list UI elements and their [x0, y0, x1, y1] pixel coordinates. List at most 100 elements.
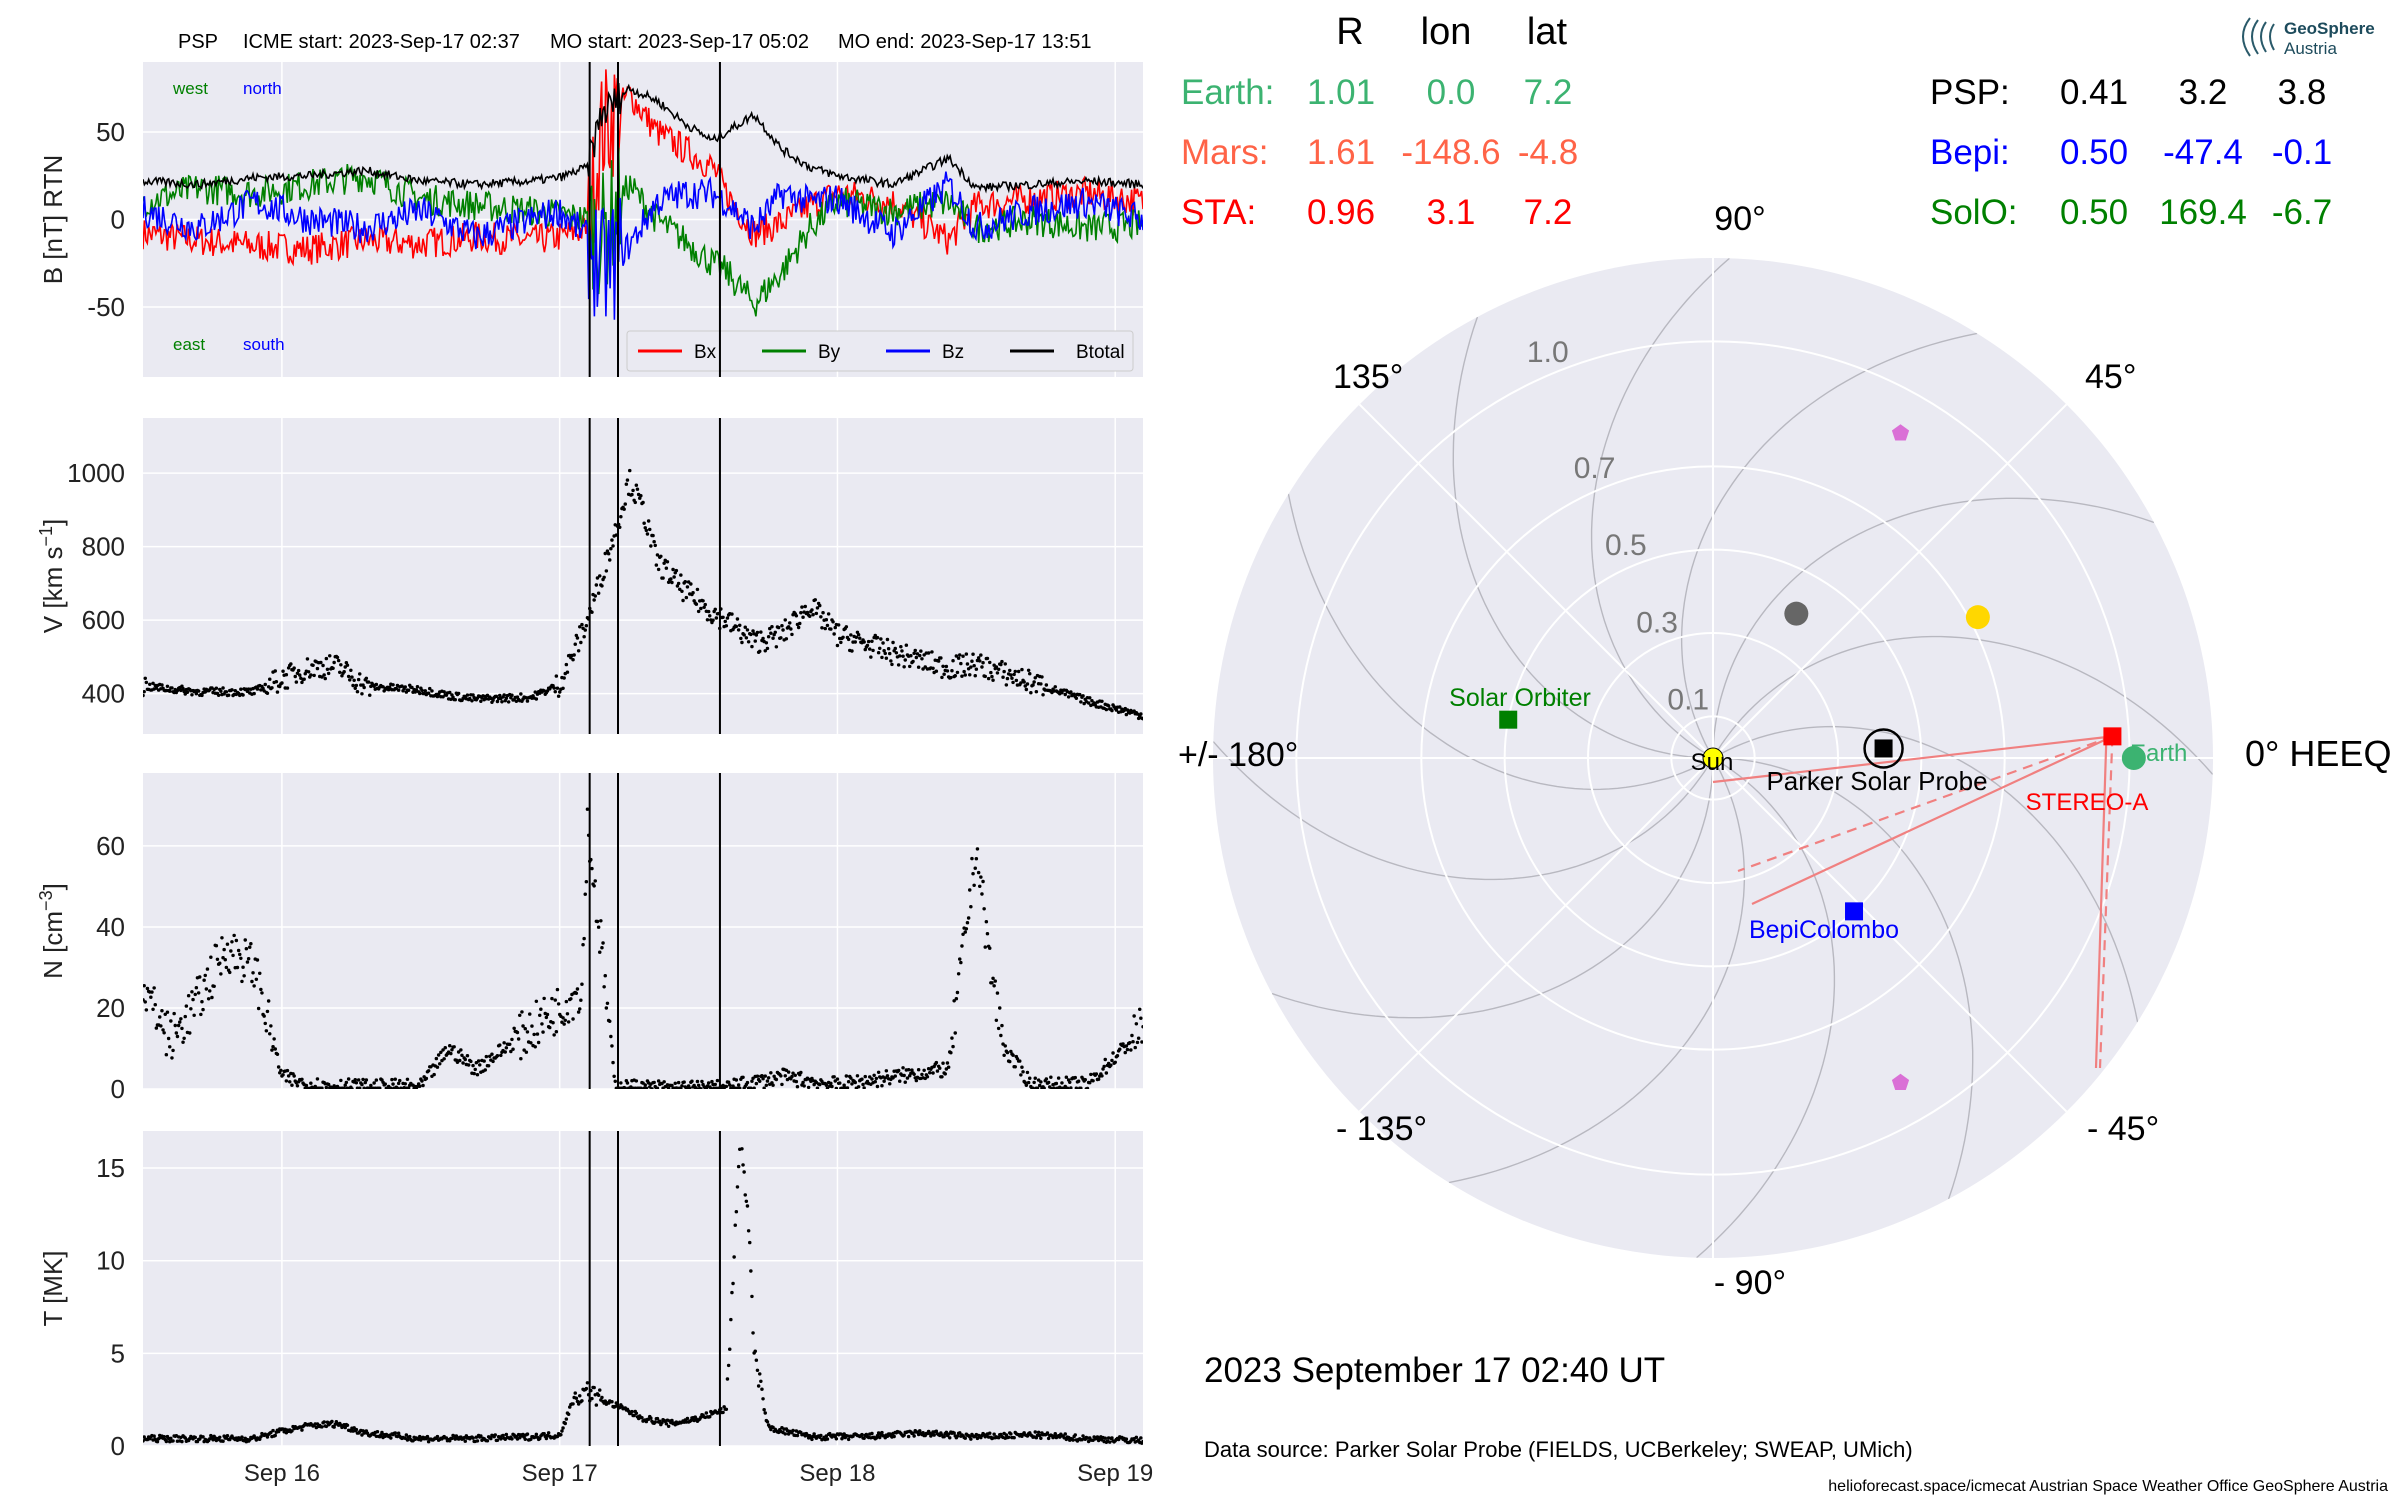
panel-speed: 1000 800 600 400 V [km s−1] — [36, 418, 1143, 734]
sta-fov-line — [1712, 735, 2113, 784]
row-lon: 169.4 — [2159, 193, 2247, 232]
series-line-bz — [143, 171, 1143, 320]
row-lat: 3.8 — [2278, 73, 2327, 112]
label-bepicolombo: BepiColombo — [1749, 916, 1899, 944]
header-mo-start: MO start: 2023-Sep-17 05:02 — [550, 31, 809, 53]
angular-gridline — [1712, 403, 2068, 759]
y-axis-label: V [km s−1] — [36, 519, 68, 633]
logo-mark-icon — [2242, 17, 2275, 57]
angle-label-am45: - 45° — [2087, 1110, 2159, 1148]
angle-label-am90: - 90° — [1714, 1264, 1786, 1302]
panel-background — [143, 773, 1143, 1089]
series-points-density — [143, 807, 1143, 1089]
y-tick-label: 20 — [96, 993, 125, 1023]
radial-tick-label: 0.1 — [1667, 684, 1709, 717]
series-line-bx — [143, 69, 1143, 267]
footer-datetime: 2023 September 17 02:40 UT — [1204, 1351, 1665, 1390]
label-sun: Sun — [1691, 749, 1734, 776]
angle-label-a135: 135° — [1333, 358, 1403, 396]
legend-label-bz: Bz — [942, 342, 964, 363]
planet-marker — [1965, 605, 1990, 630]
label-west: west — [172, 79, 208, 98]
panel-density: 60 40 20 0 N [cm−3] — [36, 773, 1143, 1104]
angle-label-a0: 0° HEEQ — [2245, 733, 2391, 774]
legend-label-btotal: Btotal — [1076, 342, 1125, 363]
y-tick-label: 40 — [96, 912, 125, 942]
row-r: 1.61 — [1307, 133, 1375, 172]
marker-earth — [2121, 746, 2146, 770]
y-tick-label: -50 — [87, 292, 125, 322]
header-mo-end: MO end: 2023-Sep-17 13:51 — [838, 31, 1092, 53]
y-tick-label: 800 — [82, 532, 125, 562]
row-name: Earth: — [1181, 73, 1274, 112]
y-tick-label: 5 — [111, 1338, 125, 1368]
row-name: SolO: — [1930, 193, 2018, 232]
row-lon: 3.2 — [2179, 73, 2228, 112]
y-tick-label: 60 — [96, 831, 125, 861]
angle-label-a180: +/- 180° — [1178, 736, 1298, 774]
radial-tick-label: 0.3 — [1636, 606, 1678, 639]
logo-line2: Austria — [2284, 39, 2337, 58]
row-lon: -47.4 — [2163, 133, 2243, 172]
series-points-speed — [143, 468, 1143, 721]
header-icme-start: ICME start: 2023-Sep-17 02:37 — [243, 31, 520, 53]
series-points-temperature — [143, 1147, 1143, 1445]
panel-background — [143, 418, 1143, 734]
label-south: south — [243, 335, 285, 354]
row-lat: -6.7 — [2272, 193, 2332, 232]
marker-parker-solar-probe — [1874, 739, 1893, 758]
row-r: 0.96 — [1307, 193, 1375, 232]
marker-bepicolombo — [1845, 902, 1864, 921]
sta-fov-dashed — [1737, 735, 2113, 873]
series-line-by — [143, 147, 1143, 317]
y-tick-label: 0 — [111, 205, 125, 235]
planet-marker-pentagon — [1891, 424, 1910, 441]
x-tick-label: Sep 16 — [244, 1460, 320, 1487]
planet-marker — [1784, 601, 1809, 626]
header-r: R — [1336, 11, 1363, 53]
label-earth: Earth — [2130, 740, 2187, 767]
angle-label-a90: 90° — [1714, 200, 1765, 238]
radial-tick-label: 1.0 — [1527, 336, 1569, 369]
geosphere-logo: GeoSphere Austria — [2242, 17, 2375, 58]
row-name: Mars: — [1181, 133, 1269, 172]
sta-fov-line — [2094, 736, 2108, 1069]
label-parker-solar-probe: Parker Solar Probe — [1766, 766, 1987, 796]
legend-label-bx: Bx — [694, 342, 717, 363]
angular-gridline — [1358, 403, 1714, 759]
panel-data — [143, 69, 1143, 320]
row-r: 1.01 — [1307, 73, 1375, 112]
y-tick-label: 0 — [111, 1074, 125, 1104]
row-lat: 7.2 — [1524, 73, 1573, 112]
row-name: PSP: — [1930, 73, 2010, 112]
x-tick-label: Sep 17 — [522, 1460, 598, 1487]
angle-label-am135: - 135° — [1336, 1110, 1427, 1148]
y-tick-label: 1000 — [67, 458, 125, 488]
row-r: 0.41 — [2060, 73, 2128, 112]
y-tick-label: 15 — [96, 1153, 125, 1183]
panel-magnetic-field: 50 0 -50 B [nT] RTN west north east south Bx By Bz… — [38, 62, 1143, 377]
header-lat: lat — [1527, 11, 1568, 53]
row-name: STA: — [1181, 193, 1256, 232]
x-tick-label: Sep 19 — [1077, 1460, 1153, 1487]
marker-sun — [1702, 747, 1724, 769]
radial-tick-label: 0.7 — [1574, 452, 1616, 485]
legend-box — [626, 330, 1134, 372]
row-lat: 7.2 — [1524, 193, 1573, 232]
header-spacecraft: PSP — [178, 31, 218, 53]
marker-solar-orbiter — [1499, 710, 1518, 729]
panel-data — [143, 807, 1143, 1089]
y-axis-label: B [nT] RTN — [38, 155, 68, 285]
label-stereo-a: STEREO-A — [2026, 789, 2149, 816]
x-tick-label: Sep 18 — [799, 1460, 875, 1487]
row-lat: -0.1 — [2272, 133, 2332, 172]
sta-fov-line — [1751, 735, 2113, 905]
label-east: east — [173, 335, 205, 354]
panel-data — [143, 1147, 1143, 1445]
header-lon: lon — [1421, 11, 1472, 53]
label-solar-orbiter: Solar Orbiter — [1449, 684, 1591, 712]
y-axis-label: N [cm−3] — [36, 883, 68, 979]
radial-tick-label: 0.5 — [1605, 529, 1647, 562]
sta-fov-dashed — [2098, 736, 2114, 1069]
